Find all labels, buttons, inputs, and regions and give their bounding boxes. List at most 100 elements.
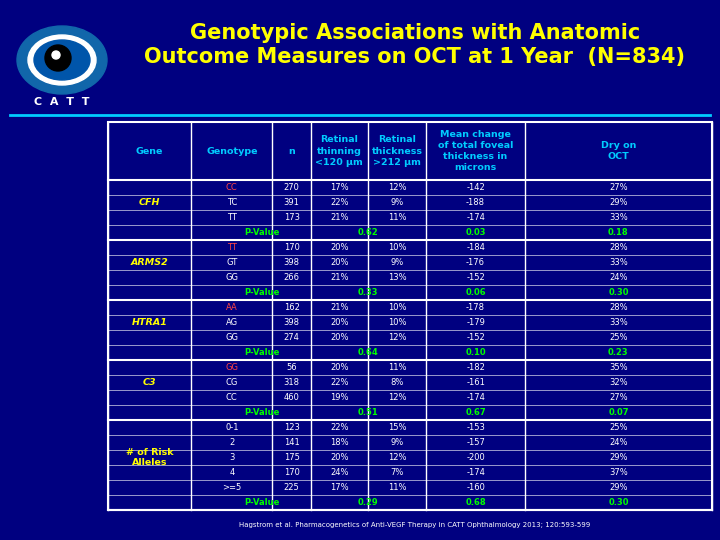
Text: 460: 460 <box>284 393 300 402</box>
Text: 21%: 21% <box>330 273 348 282</box>
Text: Genotypic Associations with Anatomic: Genotypic Associations with Anatomic <box>190 23 640 43</box>
Text: P-Value: P-Value <box>244 408 279 417</box>
Ellipse shape <box>28 35 96 85</box>
Text: 17%: 17% <box>330 483 348 492</box>
Text: -161: -161 <box>466 378 485 387</box>
Text: -178: -178 <box>466 303 485 312</box>
Text: 20%: 20% <box>330 318 348 327</box>
Text: 175: 175 <box>284 453 300 462</box>
Text: 29%: 29% <box>609 483 628 492</box>
Text: 0.29: 0.29 <box>358 498 379 507</box>
Text: 3: 3 <box>229 453 235 462</box>
Text: C  A  T  T: C A T T <box>35 97 90 107</box>
Text: CC: CC <box>226 393 238 402</box>
Text: AA: AA <box>226 303 238 312</box>
Text: -160: -160 <box>466 483 485 492</box>
Text: 29%: 29% <box>609 198 628 207</box>
Text: 4: 4 <box>229 468 235 477</box>
Text: -176: -176 <box>466 258 485 267</box>
Text: P-Value: P-Value <box>244 288 279 297</box>
Text: n: n <box>288 146 295 156</box>
Text: 21%: 21% <box>330 213 348 222</box>
Text: 0.07: 0.07 <box>608 408 629 417</box>
Text: 9%: 9% <box>390 198 404 207</box>
Text: 170: 170 <box>284 468 300 477</box>
Text: 398: 398 <box>284 258 300 267</box>
Text: 20%: 20% <box>330 363 348 372</box>
Text: 7%: 7% <box>390 468 404 477</box>
Text: -152: -152 <box>466 273 485 282</box>
Text: 141: 141 <box>284 438 300 447</box>
Text: 12%: 12% <box>388 333 406 342</box>
Text: GG: GG <box>225 363 238 372</box>
Text: TT: TT <box>227 243 237 252</box>
Text: -174: -174 <box>466 393 485 402</box>
Text: 2: 2 <box>229 438 235 447</box>
Text: P-Value: P-Value <box>244 498 279 507</box>
Text: 33%: 33% <box>609 258 628 267</box>
Text: 25%: 25% <box>609 333 628 342</box>
Text: 27%: 27% <box>609 183 628 192</box>
Text: -200: -200 <box>466 453 485 462</box>
Text: 17%: 17% <box>330 183 348 192</box>
Text: 8%: 8% <box>390 378 404 387</box>
Text: 35%: 35% <box>609 363 628 372</box>
Text: 24%: 24% <box>609 273 628 282</box>
Text: CG: CG <box>225 378 238 387</box>
Text: 37%: 37% <box>609 468 628 477</box>
Text: 24%: 24% <box>330 468 348 477</box>
Text: 18%: 18% <box>330 438 348 447</box>
Text: TT: TT <box>227 213 237 222</box>
Text: 11%: 11% <box>388 363 406 372</box>
Text: GT: GT <box>226 258 238 267</box>
Text: 123: 123 <box>284 423 300 432</box>
Text: 24%: 24% <box>609 438 628 447</box>
Text: 0.30: 0.30 <box>608 498 629 507</box>
Bar <box>108 122 712 510</box>
Text: 0.10: 0.10 <box>465 348 486 357</box>
Text: -174: -174 <box>466 213 485 222</box>
Text: 270: 270 <box>284 183 300 192</box>
Text: 0.03: 0.03 <box>465 228 486 237</box>
Text: Genotype: Genotype <box>206 146 258 156</box>
Text: 0-1: 0-1 <box>225 423 238 432</box>
Text: 25%: 25% <box>609 423 628 432</box>
Text: 225: 225 <box>284 483 300 492</box>
Text: 10%: 10% <box>388 243 406 252</box>
Text: 20%: 20% <box>330 453 348 462</box>
Text: -182: -182 <box>466 363 485 372</box>
Text: 33%: 33% <box>609 213 628 222</box>
Text: Retinal
thickness
>212 μm: Retinal thickness >212 μm <box>372 136 423 167</box>
Text: 22%: 22% <box>330 423 348 432</box>
Text: 28%: 28% <box>609 243 628 252</box>
Ellipse shape <box>45 45 71 71</box>
Text: -184: -184 <box>466 243 485 252</box>
Text: 9%: 9% <box>390 258 404 267</box>
Text: 15%: 15% <box>388 423 406 432</box>
Text: P-Value: P-Value <box>244 228 279 237</box>
Text: 0.18: 0.18 <box>608 228 629 237</box>
Text: 10%: 10% <box>388 318 406 327</box>
Text: Mean change
of total foveal
thickness in
microns: Mean change of total foveal thickness in… <box>438 130 513 172</box>
Text: 27%: 27% <box>609 393 628 402</box>
Text: 11%: 11% <box>388 483 406 492</box>
Text: 20%: 20% <box>330 333 348 342</box>
Text: 21%: 21% <box>330 303 348 312</box>
Ellipse shape <box>34 40 90 80</box>
Text: AG: AG <box>226 318 238 327</box>
Text: C3: C3 <box>143 378 156 387</box>
Text: Gene: Gene <box>136 146 163 156</box>
Text: 13%: 13% <box>387 273 406 282</box>
Text: -174: -174 <box>466 468 485 477</box>
Ellipse shape <box>52 51 60 59</box>
Text: GG: GG <box>225 273 238 282</box>
Text: -142: -142 <box>466 183 485 192</box>
Text: 0.64: 0.64 <box>358 348 379 357</box>
Text: 266: 266 <box>284 273 300 282</box>
Text: 20%: 20% <box>330 243 348 252</box>
Text: 162: 162 <box>284 303 300 312</box>
Text: 318: 318 <box>284 378 300 387</box>
Text: Retinal
thinning
<120 μm: Retinal thinning <120 μm <box>315 136 363 167</box>
Text: -153: -153 <box>466 423 485 432</box>
Text: 9%: 9% <box>390 438 404 447</box>
